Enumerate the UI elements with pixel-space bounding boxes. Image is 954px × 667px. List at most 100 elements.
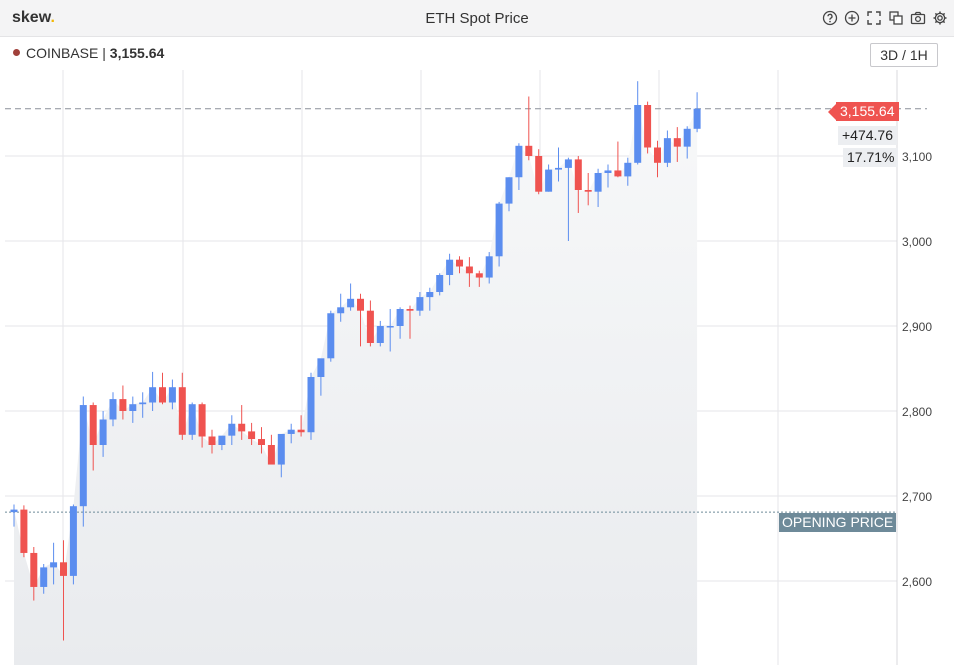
candle-body [347, 298, 355, 308]
candle-body [436, 275, 444, 292]
candlestick-chart[interactable]: 2,600 2,700 2,800 2,900 3,000 3,100 [0, 70, 954, 667]
candle-body [594, 173, 602, 192]
candle-body [248, 431, 256, 440]
y-tick-label: 3,100 [902, 150, 932, 164]
candle-body [663, 138, 671, 163]
candle-body [604, 170, 612, 173]
candle-body [426, 292, 434, 298]
candle-body [683, 128, 691, 147]
current-price-arrow [828, 104, 836, 120]
range-button[interactable]: 3D / 1H [870, 43, 938, 67]
candle-body [406, 309, 414, 311]
candle-body [535, 156, 543, 192]
settings-icon[interactable] [932, 10, 948, 26]
candle-body [396, 309, 404, 326]
candle-body [69, 506, 77, 576]
candle-body [574, 159, 582, 190]
candle-body [129, 404, 137, 411]
candle-body [555, 167, 562, 170]
candle-body [475, 273, 483, 278]
candle-body [634, 105, 642, 163]
candle-body [386, 326, 394, 328]
source-label: COINBASE | 3,155.64 [26, 45, 164, 61]
chart-title: ETH Spot Price [425, 10, 529, 27]
candle-body [505, 177, 513, 204]
candle-body [357, 298, 364, 311]
candle-body [267, 445, 275, 465]
y-tick-label: 3,000 [902, 235, 932, 249]
candle-body [307, 377, 315, 433]
toolbar [822, 10, 948, 26]
candle-body [297, 429, 305, 433]
y-tick-label: 2,700 [902, 490, 932, 504]
candle-body [30, 552, 38, 587]
header-bar: skew. ETH Spot Price [0, 0, 954, 37]
candle-body [178, 387, 186, 435]
price-change-percent-label: 17.71% [843, 148, 899, 167]
candle-body [40, 567, 48, 587]
candle-body [60, 562, 67, 576]
candle-body [188, 404, 196, 435]
candle-body [495, 203, 503, 257]
y-tick-label: 2,800 [902, 405, 932, 419]
price-area [14, 105, 698, 665]
candle-body [584, 190, 592, 192]
candle-body [198, 404, 206, 437]
candle-body [456, 259, 463, 267]
candle-body [644, 105, 652, 148]
candle-body [416, 297, 424, 311]
candle-body [109, 399, 117, 420]
brand-name: skew [12, 9, 51, 26]
candle-body [366, 310, 374, 343]
source-price: 3,155.64 [109, 45, 165, 61]
candle-body [545, 169, 553, 192]
candle-body [515, 145, 523, 178]
candle-body [337, 307, 345, 314]
brand-dot: . [50, 9, 55, 26]
candle-body [525, 145, 533, 156]
candle-body [139, 402, 147, 405]
candle-body [208, 436, 216, 445]
candle-body [654, 147, 661, 163]
candle-body [119, 399, 127, 411]
candle-body [89, 405, 97, 445]
add-icon[interactable] [844, 10, 860, 26]
candle-body [168, 387, 176, 403]
candle-body [446, 259, 454, 275]
candle-body [10, 509, 18, 513]
candle-body [149, 387, 157, 403]
candle-body [79, 405, 87, 507]
source-separator: | [98, 45, 110, 61]
candle-body [327, 313, 335, 359]
candle-body [228, 423, 236, 436]
candle-body [99, 419, 107, 445]
source-status-dot [13, 49, 20, 56]
candle-body [159, 387, 166, 403]
candle-body [258, 439, 265, 445]
brand-logo[interactable]: skew. [12, 9, 55, 27]
candle-body [673, 138, 681, 147]
help-icon[interactable] [822, 10, 838, 26]
y-tick-label: 2,900 [902, 320, 932, 334]
candle-body [218, 435, 226, 445]
camera-icon[interactable] [910, 10, 926, 26]
candle-body [287, 429, 295, 434]
candle-body [20, 509, 28, 553]
y-tick-label: 2,600 [902, 575, 932, 589]
candle-body [624, 162, 632, 177]
current-price-label: 3,155.64 [836, 102, 899, 121]
candle-body [465, 266, 473, 274]
candle-body [376, 326, 384, 343]
fullscreen-icon[interactable] [866, 10, 882, 26]
candle-body [614, 170, 622, 177]
candle-body [50, 562, 58, 568]
source-exchange: COINBASE [26, 45, 99, 61]
candle-body [277, 433, 285, 465]
copy-icon[interactable] [888, 10, 904, 26]
candle-body [693, 108, 701, 129]
candle-body [238, 423, 246, 432]
price-change-label: +474.76 [838, 126, 897, 145]
candle-body [317, 358, 325, 377]
opening-price-label: OPENING PRICE [779, 513, 897, 532]
candle-body [564, 159, 572, 168]
